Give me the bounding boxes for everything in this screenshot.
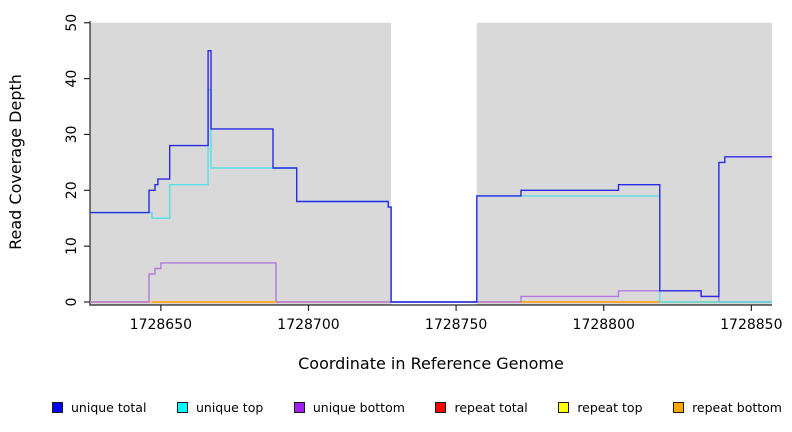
legend-swatch-icon <box>52 402 63 413</box>
legend-swatch-icon <box>435 402 447 413</box>
shaded-background-regions <box>90 22 772 305</box>
legend-item-unique-top: unique top <box>176 400 264 415</box>
legend: unique total unique top unique bottom repea… <box>0 400 792 415</box>
legend-label: unique bottom <box>312 400 405 415</box>
legend-item-unique-bottom: unique bottom <box>293 400 405 415</box>
series-lines <box>90 50 772 303</box>
legend-label: repeat bottom <box>692 400 782 415</box>
legend-label: repeat top <box>577 400 643 415</box>
x-tick-label: 1728750 <box>425 317 487 333</box>
y-tick-label: 30 <box>64 126 80 144</box>
legend-item-repeat-bottom: repeat bottom <box>673 400 782 415</box>
axes: 1728650 1728700 1728750 1728800 1728850 0 10 20… <box>64 14 783 333</box>
legend-label: repeat total <box>454 400 528 415</box>
shaded-region-1 <box>476 22 772 305</box>
shaded-region-0 <box>90 22 392 305</box>
x-tick-label: 1728650 <box>130 317 192 333</box>
x-tick-label: 1728800 <box>573 317 635 333</box>
legend-item-repeat-total: repeat total <box>435 400 528 415</box>
y-axis-title: Read Coverage Depth <box>6 74 25 250</box>
y-tick-label: 40 <box>64 70 80 88</box>
y-tick-label: 20 <box>64 181 80 199</box>
coverage-plot-canvas: 1728650 1728700 1728750 1728800 1728850 0 10 20… <box>6 14 783 373</box>
legend-swatch-icon <box>673 402 685 413</box>
legend-swatch-icon <box>293 402 305 413</box>
x-tick-label: 1728700 <box>277 317 339 333</box>
series-line-unique-total <box>90 50 772 303</box>
legend-label: unique total <box>71 400 147 415</box>
x-tick-label: 1728850 <box>720 317 782 333</box>
legend-swatch-icon <box>558 402 570 413</box>
legend-swatch-icon <box>176 402 188 413</box>
legend-item-unique-total: unique total <box>52 400 146 415</box>
y-tick-label: 50 <box>64 14 80 32</box>
x-axis-title: Coordinate in Reference Genome <box>298 354 564 373</box>
legend-label: unique top <box>195 400 264 415</box>
y-tick-label: 0 <box>64 298 80 307</box>
y-tick-label: 10 <box>64 237 80 255</box>
legend-item-repeat-top: repeat top <box>558 400 643 415</box>
